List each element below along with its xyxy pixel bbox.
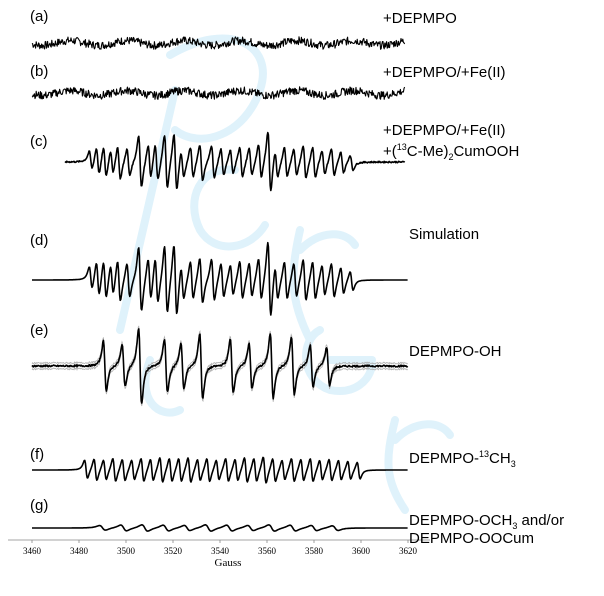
label-g-line1: DEPMPO-OCH3 and/or [409, 512, 565, 531]
x-tick-label: 3600 [352, 546, 370, 556]
x-tick-label: 3520 [164, 546, 182, 556]
panel-letter-d: (d) [30, 232, 49, 249]
panel-letter-g: (g) [30, 497, 49, 514]
x-axis-title: Gauss [214, 557, 242, 569]
label-c-line2: +(13C-Me)2CumOOH [383, 142, 520, 162]
label-c-line1: +DEPMPO/+Fe(II) [383, 122, 506, 139]
trace-e-overlay [31, 325, 408, 401]
label-g-line2: DEPMPO-OOCum [409, 530, 535, 547]
panel-letter-b: (b) [30, 63, 49, 80]
panel-letter-e: (e) [30, 322, 49, 339]
trace-a [31, 36, 406, 50]
x-tick-label: 3500 [117, 546, 135, 556]
x-tick-label: 3460 [23, 546, 41, 556]
panel-letter-c: (c) [30, 133, 48, 150]
x-axis [8, 539, 430, 543]
label-a: +DEPMPO [383, 10, 457, 27]
trace-c [64, 131, 406, 192]
label-e: DEPMPO-OH [409, 343, 502, 360]
label-d: Simulation [409, 226, 480, 243]
label-f: DEPMPO-13CH3 [409, 449, 516, 469]
x-tick-label: 3580 [305, 546, 323, 556]
trace-f [31, 456, 408, 484]
spectrum-traces [31, 36, 409, 532]
trace-e-overlay [31, 331, 408, 407]
panel-letter-f: (f) [30, 446, 45, 463]
trace-b [31, 86, 406, 100]
label-b: +DEPMPO/+Fe(II) [383, 64, 506, 81]
panel-letter-a: (a) [30, 8, 49, 25]
x-tick-label: 3540 [211, 546, 229, 556]
trace-g [31, 523, 408, 532]
x-tick-label: 3480 [70, 546, 88, 556]
x-tick-label: 3560 [258, 546, 276, 556]
trace-d [31, 241, 408, 316]
x-tick-label: 3620 [399, 546, 417, 556]
trace-e [31, 328, 409, 404]
